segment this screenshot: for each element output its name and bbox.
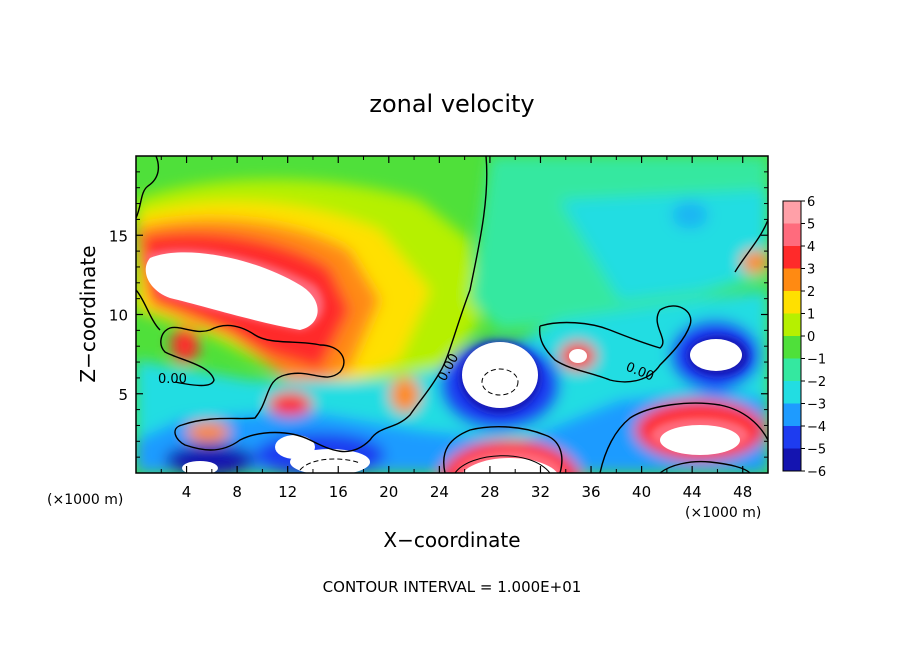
y-axis-ticks: 5 10 15	[109, 171, 768, 458]
zero-contours	[136, 156, 768, 473]
y-tick-label: 10	[109, 307, 128, 325]
chart-title: zonal velocity	[369, 90, 534, 118]
colorbar-tick-label: 3	[807, 263, 815, 278]
x-tick-label: 16	[329, 483, 348, 501]
y-tick-label: 15	[109, 227, 128, 245]
colorbar-tick-label: −4	[807, 420, 826, 435]
colorbar-swatch	[783, 358, 801, 381]
colorbar-swatch	[783, 426, 801, 449]
y-axis-label: Z−coordinate	[76, 245, 100, 382]
colorbar-tick-label: −5	[807, 443, 826, 458]
colorbar-tick-label: 1	[807, 308, 815, 323]
x-axis-label: X−coordinate	[383, 528, 520, 552]
colorbar-tick-label: 6	[807, 195, 815, 210]
x-tick-label: 12	[278, 483, 297, 501]
x-tick-label: 32	[531, 483, 550, 501]
dashed-contours	[299, 368, 519, 471]
x-axis-ticks: 4 8 12 16 20 24 28 32 36 40 44 48	[160, 156, 752, 501]
x-tick-label: 4	[182, 483, 192, 501]
colorbar-swatch	[783, 223, 801, 246]
contour-interval-note: CONTOUR INTERVAL = 1.000E+01	[323, 578, 582, 596]
x-tick-label: 8	[232, 483, 242, 501]
x-tick-label: 28	[480, 483, 499, 501]
colorbar-swatch	[783, 313, 801, 336]
x-tick-label: 24	[430, 483, 449, 501]
colorbar-swatch	[783, 403, 801, 426]
colorbar-tick-label: 0	[807, 330, 815, 345]
x-tick-label: 40	[632, 483, 651, 501]
colorbar-tick-label: −3	[807, 398, 826, 413]
colorbar-tick-label: 4	[807, 240, 815, 255]
y-tick-label: 5	[118, 386, 128, 404]
x-unit-left: (×1000 m)	[47, 492, 123, 508]
colorbar-tick-label: 5	[807, 218, 815, 233]
x-unit-right: (×1000 m)	[685, 505, 761, 521]
x-tick-label: 48	[733, 483, 752, 501]
colorbar-swatch	[783, 201, 801, 224]
colorbar-swatch	[783, 448, 801, 471]
colorbar-swatch	[783, 291, 801, 314]
colorbar-tick-label: −2	[807, 375, 826, 390]
heatmap-field	[136, 156, 768, 473]
colorbar-tick-label: −1	[807, 353, 826, 368]
colorbar-swatch	[783, 268, 801, 291]
colorbar: 6 5 4 3 2 1 0 −1 −2 −3 −4 −5 −6	[782, 195, 826, 480]
colorbar-tick-label: 2	[807, 285, 815, 300]
contour-label: 0.00	[158, 372, 187, 387]
x-tick-label: 44	[683, 483, 702, 501]
x-tick-label: 20	[379, 483, 398, 501]
colorbar-tick-label: −6	[807, 465, 826, 480]
x-tick-label: 36	[581, 483, 600, 501]
colorbar-swatch	[783, 381, 801, 404]
colorbar-swatch	[783, 336, 801, 359]
colorbar-swatch	[783, 246, 801, 269]
solid-inner-contours	[454, 455, 551, 473]
